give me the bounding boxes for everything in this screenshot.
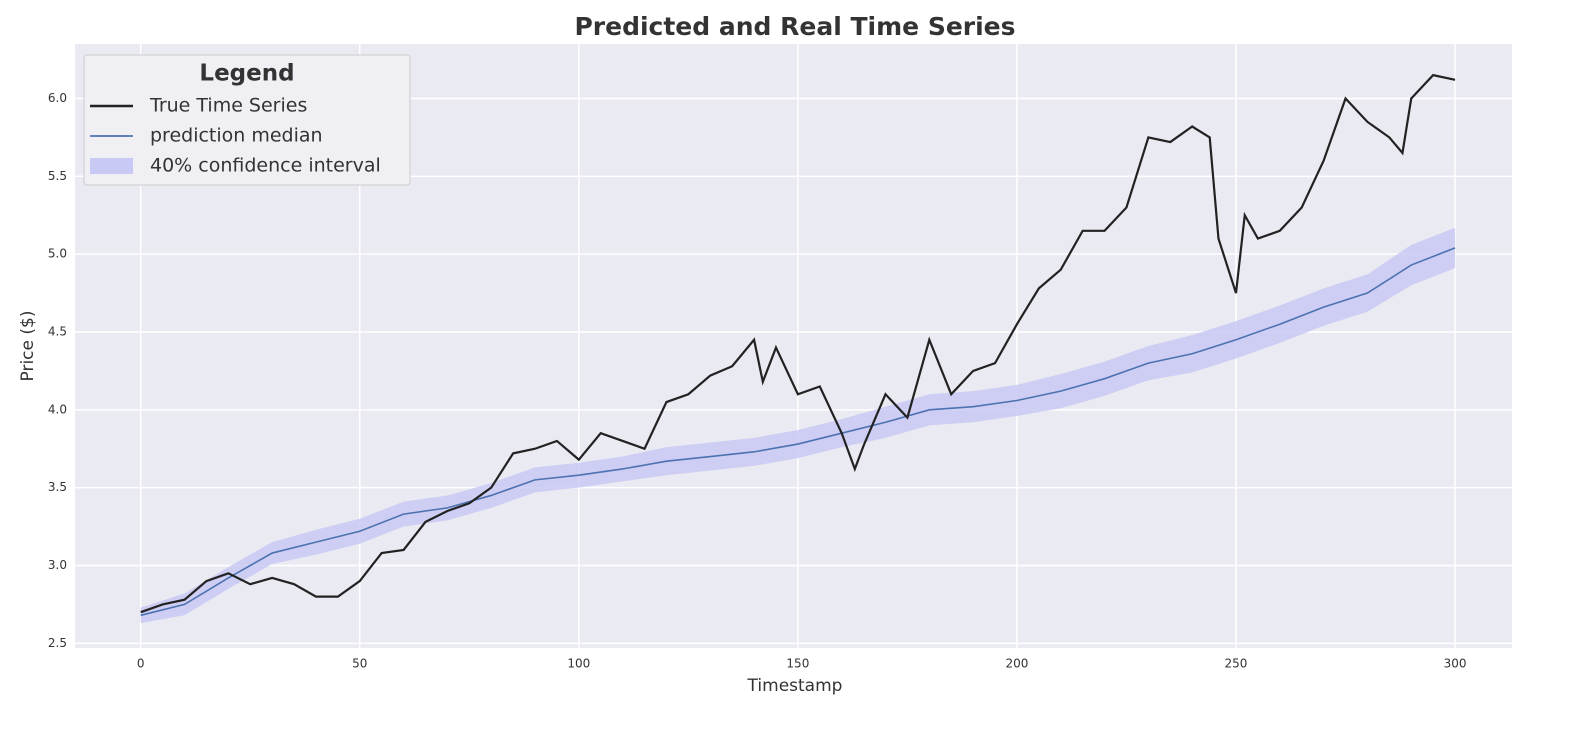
- x-tick-label: 50: [352, 657, 367, 671]
- legend: Legend True Time Series prediction median 4…: [83, 54, 411, 186]
- legend-box: [83, 54, 411, 186]
- y-tick-label: 3.5: [48, 480, 67, 494]
- legend-label: 40% confidence interval: [150, 155, 381, 177]
- legend-title: Legend: [199, 61, 294, 87]
- x-axis-label: Timestamp: [747, 676, 843, 696]
- y-axis-label: Price ($): [18, 311, 38, 382]
- y-tick-label: 3.0: [48, 558, 67, 572]
- legend-label: prediction median: [150, 125, 323, 147]
- legend-label: True Time Series: [149, 95, 307, 117]
- y-tick-label: 2.5: [48, 636, 67, 650]
- x-tick-label: 250: [1225, 657, 1248, 671]
- x-tick-label: 0: [137, 657, 145, 671]
- chart-title: Predicted and Real Time Series: [574, 12, 1015, 41]
- y-tick-label: 4.5: [48, 324, 67, 338]
- y-tick-label: 4.0: [48, 402, 67, 416]
- x-tick-label: 150: [786, 657, 809, 671]
- y-tick-label: 5.5: [48, 169, 67, 183]
- x-tick-label: 200: [1005, 657, 1028, 671]
- x-tick-label: 100: [567, 657, 590, 671]
- legend-swatch: [90, 158, 133, 174]
- x-tick-label: 300: [1444, 657, 1467, 671]
- y-tick-label: 6.0: [48, 91, 67, 105]
- y-tick-label: 5.0: [48, 247, 67, 261]
- series-line: [140, 73, 1456, 614]
- series-line: [140, 247, 1456, 617]
